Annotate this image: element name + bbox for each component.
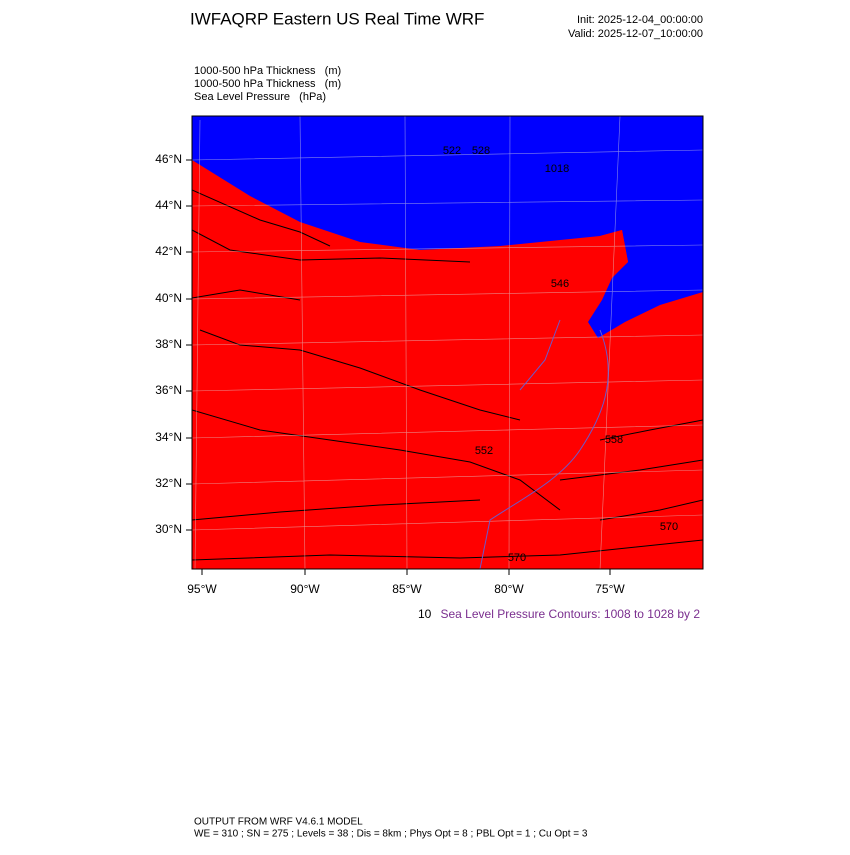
lon-label: 95°W [187, 582, 217, 596]
lat-label: 38°N [155, 337, 182, 351]
warm-pocket [370, 230, 628, 282]
lat-label: 30°N [155, 522, 182, 536]
contour-label: 528 [472, 145, 490, 157]
contour-label: 1018 [545, 163, 569, 175]
lon-label: 90°W [290, 582, 320, 596]
footer-line: OUTPUT FROM WRF V4.6.1 MODEL [194, 817, 363, 828]
legend-line: Sea Level Pressure (hPa) [194, 91, 326, 103]
contour-label: 522 [443, 145, 461, 157]
cold-field [192, 116, 703, 338]
contour-lines [192, 189, 703, 561]
title: IWFAQRP Eastern US Real Time WRF [190, 9, 484, 28]
map [192, 116, 703, 569]
lat-label: 44°N [155, 198, 182, 212]
legend-line: 1000-500 hPa Thickness (m) [194, 78, 341, 90]
pressure-contour [479, 319, 609, 569]
lat-label: 34°N [155, 430, 182, 444]
lon-label: 75°W [595, 582, 625, 596]
contour-label: 552 [475, 445, 493, 457]
contour-label: 546 [551, 278, 569, 290]
contour-label: 570 [660, 521, 678, 533]
lat-label: 40°N [155, 291, 182, 305]
init-time: Init: 2025-12-04_00:00:00 [577, 14, 703, 26]
contour-note-cut: 10 [418, 607, 432, 621]
contour-note: Sea Level Pressure Contours: 1008 to 102… [441, 607, 701, 621]
lat-label: 42°N [155, 244, 182, 258]
lat-label: 46°N [155, 152, 182, 166]
lat-label: 36°N [155, 383, 182, 397]
legend-line: 1000-500 hPa Thickness (m) [194, 65, 341, 77]
footer-line: WE = 310 ; SN = 275 ; Levels = 38 ; Dis … [194, 829, 588, 840]
lat-label: 32°N [155, 476, 182, 490]
valid-time: Valid: 2025-12-07_10:00:00 [568, 28, 703, 40]
lon-label: 85°W [392, 582, 422, 596]
map-frame [191, 115, 704, 570]
contour-label: 558 [605, 434, 623, 446]
lon-label: 80°W [494, 582, 524, 596]
contour-label: 570 [508, 552, 526, 564]
graticule [192, 116, 703, 569]
